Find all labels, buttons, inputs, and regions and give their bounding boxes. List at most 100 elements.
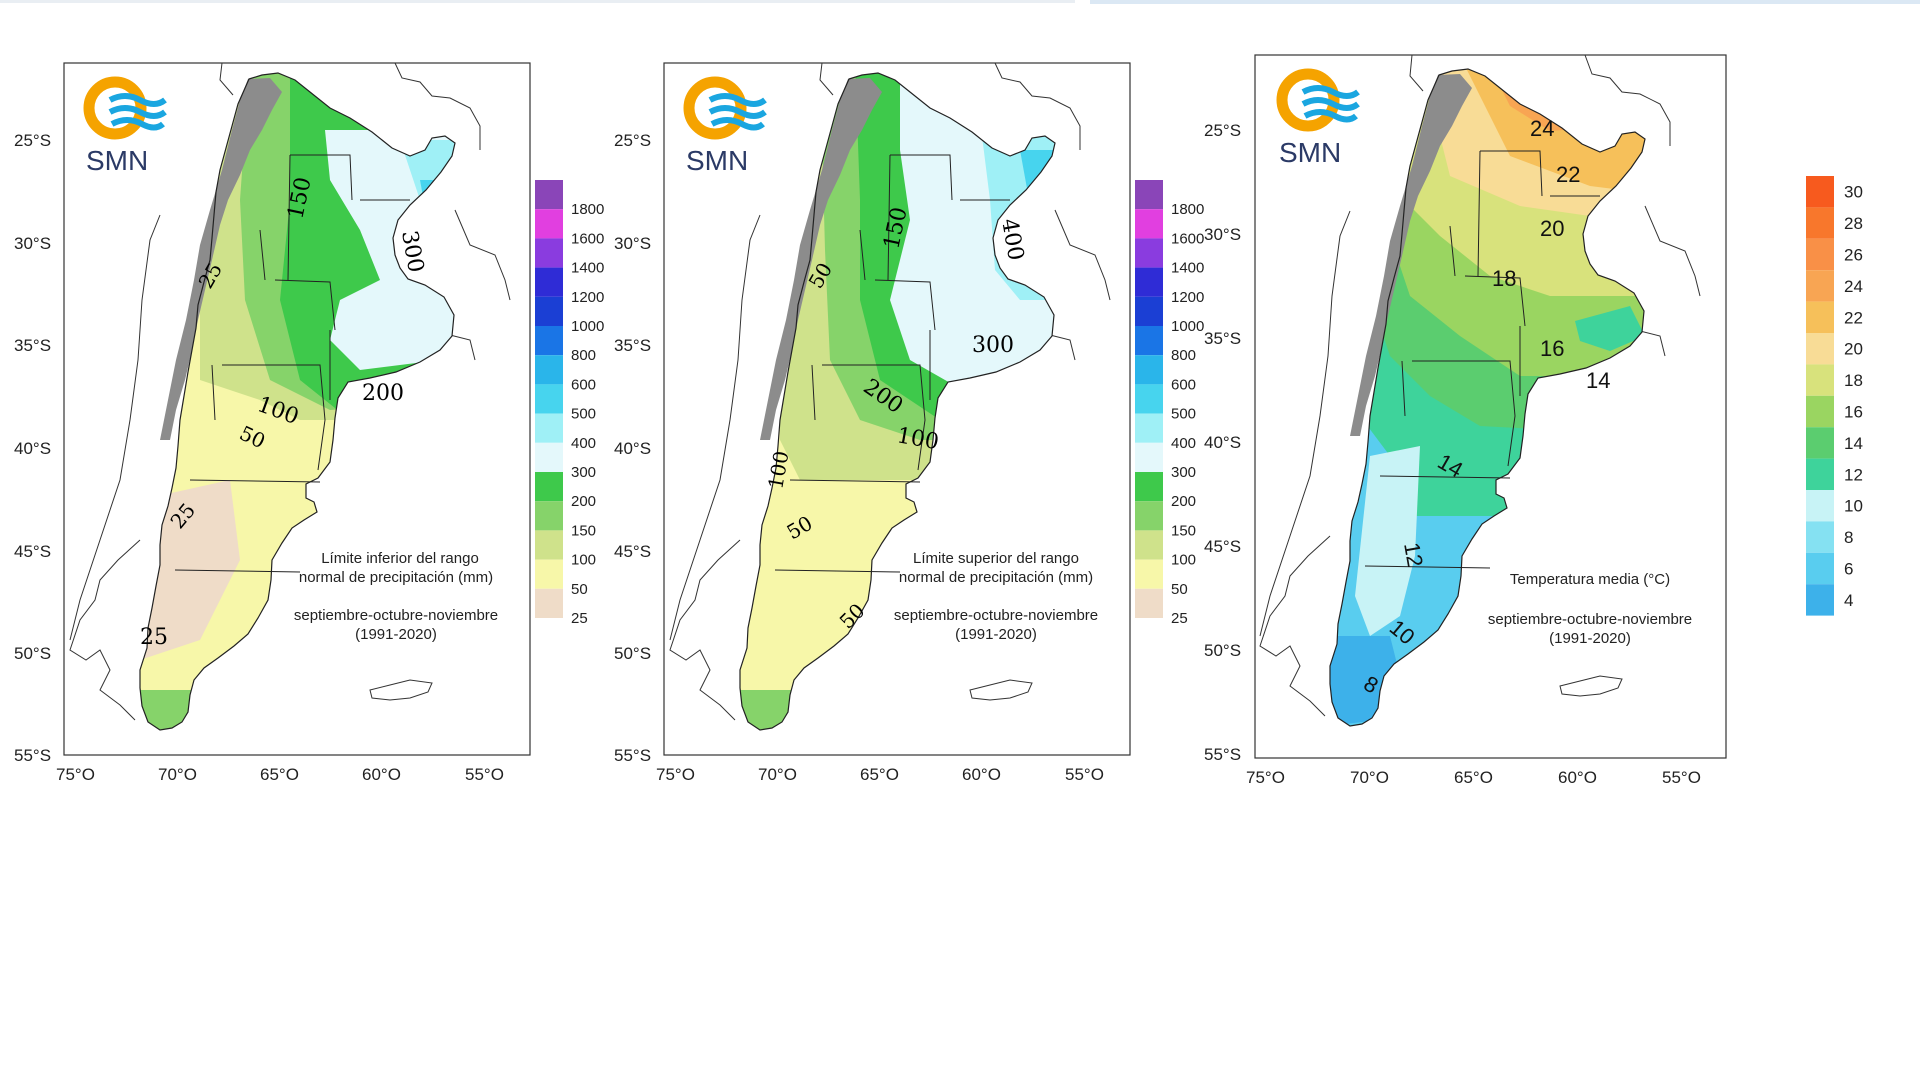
lon-tick-label: 70°O — [758, 765, 797, 784]
base-period-text: (1991-2020) — [1549, 630, 1631, 647]
legend-label: 1800 — [571, 201, 604, 218]
legend-swatch — [1135, 530, 1163, 560]
legend-swatch — [1806, 552, 1834, 585]
legend-label: 500 — [571, 406, 596, 423]
lon-tick-label: 55°O — [465, 765, 504, 784]
legend-label: 1400 — [571, 260, 604, 277]
legend-label: 25 — [571, 610, 588, 627]
lat-tick-label: 30°S — [614, 234, 651, 253]
legend-swatch — [1806, 458, 1834, 490]
lat-tick-label: 30°S — [1204, 225, 1241, 244]
lat-axis: 25°S 30°S 35°S 40°S 45°S 50°S 55°S — [614, 131, 651, 765]
legend-label: 400 — [1171, 435, 1196, 452]
lon-axis: 75°O 70°O 65°O 60°O 55°O — [656, 765, 1104, 784]
lon-tick-label: 70°O — [158, 765, 197, 784]
legend-label: 8 — [1844, 528, 1853, 547]
lat-tick-label: 35°S — [14, 336, 51, 355]
province-borders — [174, 154, 410, 573]
legend-label: 4 — [1844, 591, 1853, 610]
lon-tick-label: 60°O — [362, 765, 401, 784]
lon-tick-label: 55°O — [1662, 768, 1701, 787]
legend-swatch — [535, 588, 563, 618]
legend-label: 1600 — [1171, 230, 1204, 247]
lat-tick-label: 40°S — [614, 439, 651, 458]
chile-coast — [669, 539, 741, 721]
legend-label: 400 — [571, 435, 596, 452]
legend-swatch — [1135, 355, 1163, 385]
legend-label: 100 — [1171, 552, 1196, 569]
smn-logo: SMN — [83, 76, 167, 176]
legend-label: 150 — [1171, 522, 1196, 539]
country-outline — [1329, 68, 1646, 727]
legend-swatch — [535, 384, 563, 414]
legend-swatch — [1135, 472, 1163, 502]
lat-axis: 25°S 30°S 35°S 40°S 45°S 50°S 55°S — [14, 131, 51, 765]
legend-swatch — [1135, 501, 1163, 531]
legend-swatch — [535, 296, 563, 326]
lat-tick-label: 40°S — [1204, 433, 1241, 452]
lat-tick-label: 50°S — [614, 644, 651, 663]
contour-label: 20 — [1540, 216, 1564, 241]
lat-tick-label: 25°S — [1204, 121, 1241, 140]
lon-axis: 75°O 70°O 65°O 60°O 55°O — [56, 765, 504, 784]
legend-label: 300 — [571, 464, 596, 481]
legend-swatch — [1806, 207, 1834, 239]
map-caption: Temperatura media (°C) septiembre-octubr… — [1488, 571, 1692, 647]
logo-text: SMN — [86, 145, 148, 176]
legend-label: 1800 — [1171, 201, 1204, 218]
precip-legend: 1800 1600 1400 1200 1000 800 600 500 400 300 200 15… — [535, 180, 604, 627]
lat-axis: 25°S 30°S 35°S 40°S 45°S 50°S 55°S — [1204, 121, 1241, 764]
legend-label: 300 — [1171, 464, 1196, 481]
legend-swatch — [1806, 521, 1834, 553]
base-period-text: (1991-2020) — [955, 626, 1037, 643]
lon-tick-label: 65°O — [260, 765, 299, 784]
lat-tick-label: 45°S — [1204, 537, 1241, 556]
legend-label: 1200 — [1171, 289, 1204, 306]
lon-tick-label: 75°O — [56, 765, 95, 784]
legend-label: 1600 — [571, 230, 604, 247]
lat-tick-label: 55°S — [1204, 745, 1241, 764]
base-period-text: (1991-2020) — [355, 626, 437, 643]
caption-line: Límite inferior del rango — [321, 550, 479, 567]
smn-logo: SMN — [1276, 68, 1360, 168]
top-border-right — [1090, 0, 1920, 4]
legend-label: 22 — [1844, 308, 1863, 327]
lat-tick-label: 55°S — [614, 746, 651, 765]
lon-axis: 75°O 70°O 65°O 60°O 55°O — [1246, 768, 1701, 787]
legend-label: 24 — [1844, 277, 1863, 296]
lon-tick-label: 75°O — [1246, 768, 1285, 787]
province-borders — [774, 154, 1010, 573]
legend-swatch — [535, 209, 563, 239]
legend-label: 30 — [1844, 183, 1863, 202]
lat-tick-label: 35°S — [614, 336, 651, 355]
legend-swatch — [1135, 559, 1163, 589]
caption-line: Temperatura media (°C) — [1510, 571, 1670, 588]
lon-tick-label: 60°O — [1558, 768, 1597, 787]
logo-text: SMN — [686, 145, 748, 176]
contour-label: 12 — [1399, 541, 1428, 569]
legend-swatch — [535, 326, 563, 356]
legend-swatch — [535, 180, 563, 210]
legend-label: 150 — [571, 522, 596, 539]
legend-label: 1000 — [1171, 318, 1204, 335]
legend-swatch — [1806, 490, 1834, 522]
legend-swatch — [535, 530, 563, 560]
country-outline — [739, 72, 1056, 731]
province-borders — [1364, 150, 1600, 569]
map-temp-mean: 24 22 20 18 16 14 14 12 10 8 25°S 30°S 3… — [1204, 54, 1863, 787]
legend-swatch — [1135, 209, 1163, 239]
neighbor-borders — [69, 62, 511, 641]
legend-label: 1000 — [571, 318, 604, 335]
contour-label: 22 — [1556, 162, 1580, 187]
legend-label: 20 — [1844, 340, 1863, 359]
legend-label: 600 — [1171, 376, 1196, 393]
lon-tick-label: 70°O — [1350, 768, 1389, 787]
legend-label: 200 — [1171, 493, 1196, 510]
legend-swatch — [535, 442, 563, 472]
legend-swatch — [1135, 238, 1163, 268]
legend-swatch — [535, 267, 563, 297]
legend-swatch — [1806, 270, 1834, 302]
contour-label: 200 — [362, 381, 404, 406]
andes-relief — [160, 78, 282, 440]
lat-tick-label: 30°S — [14, 234, 51, 253]
